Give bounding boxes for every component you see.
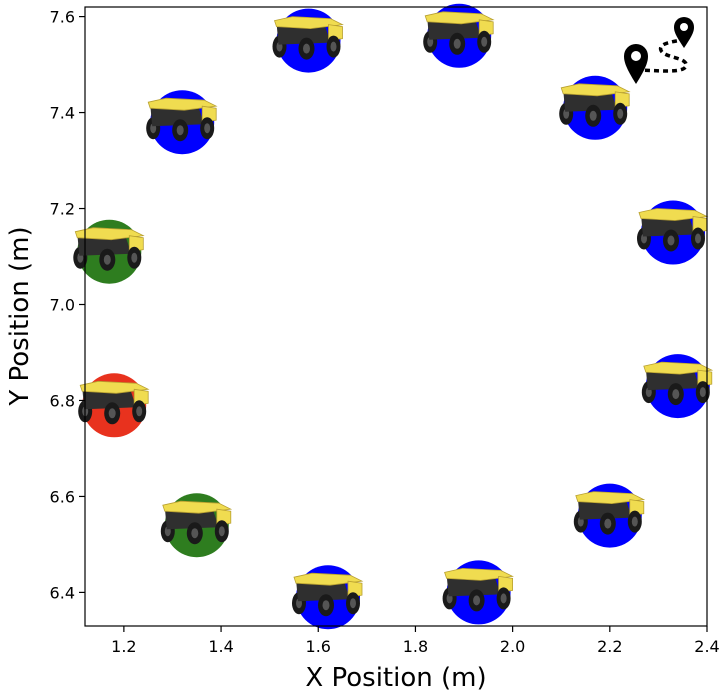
rover-robot-icon <box>559 83 631 127</box>
data-point <box>146 90 218 155</box>
data-point <box>559 75 631 140</box>
axes-frame <box>84 6 708 627</box>
data-point <box>73 219 145 284</box>
rover-robot-icon <box>160 500 233 545</box>
route-waypoints-icon <box>624 17 694 84</box>
y-tick-label: 7.0 <box>50 296 75 315</box>
x-axis-label: X Position (m) <box>305 663 486 693</box>
y-tick-label: 6.4 <box>50 583 75 602</box>
data-point <box>272 8 344 73</box>
y-tick-label: 6.6 <box>50 487 75 506</box>
data-point <box>292 565 364 630</box>
rover-robot-icon <box>78 380 150 425</box>
data-point <box>641 354 714 419</box>
y-tick-label: 7.6 <box>50 8 75 27</box>
rover-robot-icon <box>641 361 714 406</box>
data-point <box>442 560 514 625</box>
y-ticks: 6.4 6.6 6.8 7.0 7.2 7.4 7.6 <box>50 8 85 602</box>
data-point <box>78 373 150 438</box>
x-ticks: 1.2 1.4 1.6 1.8 2.0 2.2 2.4 <box>111 626 720 656</box>
x-tick-label: 1.2 <box>111 637 136 656</box>
rover-robot-icon <box>442 567 514 612</box>
rover-robot-icon <box>146 97 218 142</box>
data-point <box>160 493 233 558</box>
y-tick-label: 6.8 <box>50 391 75 410</box>
rover-robot-icon <box>637 208 709 252</box>
rover-robot-icon <box>73 227 145 271</box>
y-tick-label: 7.2 <box>50 200 75 219</box>
x-tick-label: 1.4 <box>208 637 233 656</box>
data-point <box>573 483 646 548</box>
y-tick-label: 7.4 <box>50 104 75 123</box>
x-tick-label: 2.4 <box>694 637 719 656</box>
x-tick-label: 1.6 <box>306 637 331 656</box>
x-tick-label: 2.2 <box>597 637 622 656</box>
y-axis-label: Y Position (m) <box>5 226 35 406</box>
points-layer <box>73 3 714 630</box>
data-point <box>637 200 709 265</box>
x-tick-label: 1.8 <box>403 637 428 656</box>
x-tick-label: 2.0 <box>500 637 525 656</box>
data-point <box>423 3 495 68</box>
rover-robot-icon <box>292 572 364 617</box>
rover-robot-icon <box>573 491 646 535</box>
rover-robot-icon <box>272 16 344 60</box>
rover-robot-icon <box>423 11 495 55</box>
